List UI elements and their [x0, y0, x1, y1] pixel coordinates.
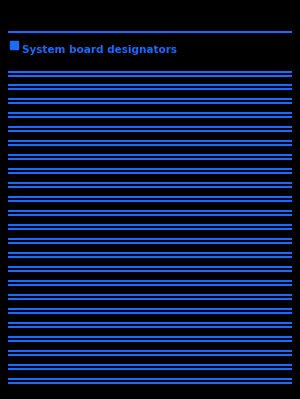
- Text: System board designators: System board designators: [22, 45, 177, 55]
- Bar: [10, 41, 18, 49]
